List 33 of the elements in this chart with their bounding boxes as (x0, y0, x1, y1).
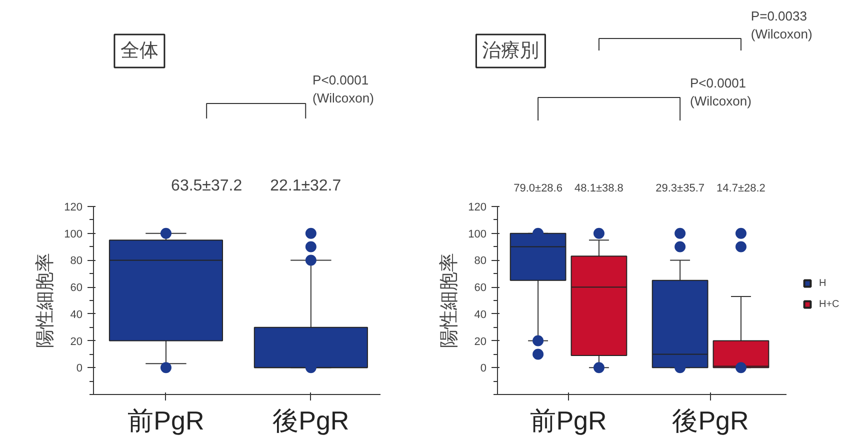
text: 48.1±38.8 (574, 182, 624, 194)
text: P<0.0001 (Wilcoxon) (312, 72, 374, 106)
text: 63.5±37.2 (171, 178, 242, 194)
text: 22.1±32.7 (270, 178, 342, 194)
y-tick-label: 120 (468, 202, 487, 214)
legend-label: H+C (819, 298, 840, 310)
y-tick-label: 120 (64, 202, 83, 214)
y-tick-label: 80 (474, 255, 487, 268)
text: P<0.0001 (Wilcoxon) (690, 76, 752, 108)
y-tick-label: 20 (70, 336, 83, 348)
x-tick-label: 前PgR (128, 406, 204, 436)
y-tick-label: 100 (64, 228, 83, 240)
x-tick-label: 後PgR (272, 406, 350, 436)
y-tick-label: 80 (70, 255, 83, 268)
y-tick-label: 40 (474, 308, 487, 321)
legend-label: H (819, 278, 828, 288)
y-axis-title: 陽性細胞率 (438, 253, 460, 348)
x-tick-label: 後PgR (672, 406, 749, 436)
y-tick-label: 40 (70, 308, 83, 321)
y-tick-label: 0 (480, 362, 487, 375)
y-axis-title: 陽性細胞率 (34, 253, 56, 348)
y-tick-label: 0 (76, 362, 83, 375)
chart-title: 治療別 (482, 40, 540, 62)
chart-title: 全体 (120, 40, 158, 62)
x-tick-label: 前PgR (530, 406, 607, 436)
y-tick-label: 100 (468, 228, 487, 240)
y-tick-label: 60 (474, 282, 487, 294)
text: 14.7±28.2 (716, 182, 766, 194)
y-tick-label: 20 (474, 336, 487, 348)
text: 79.0±28.6 (514, 182, 562, 194)
y-tick-label: 60 (70, 282, 83, 294)
text: P=0.0033 (Wilcoxon) (750, 8, 812, 42)
text: 29.3±35.7 (656, 182, 704, 194)
